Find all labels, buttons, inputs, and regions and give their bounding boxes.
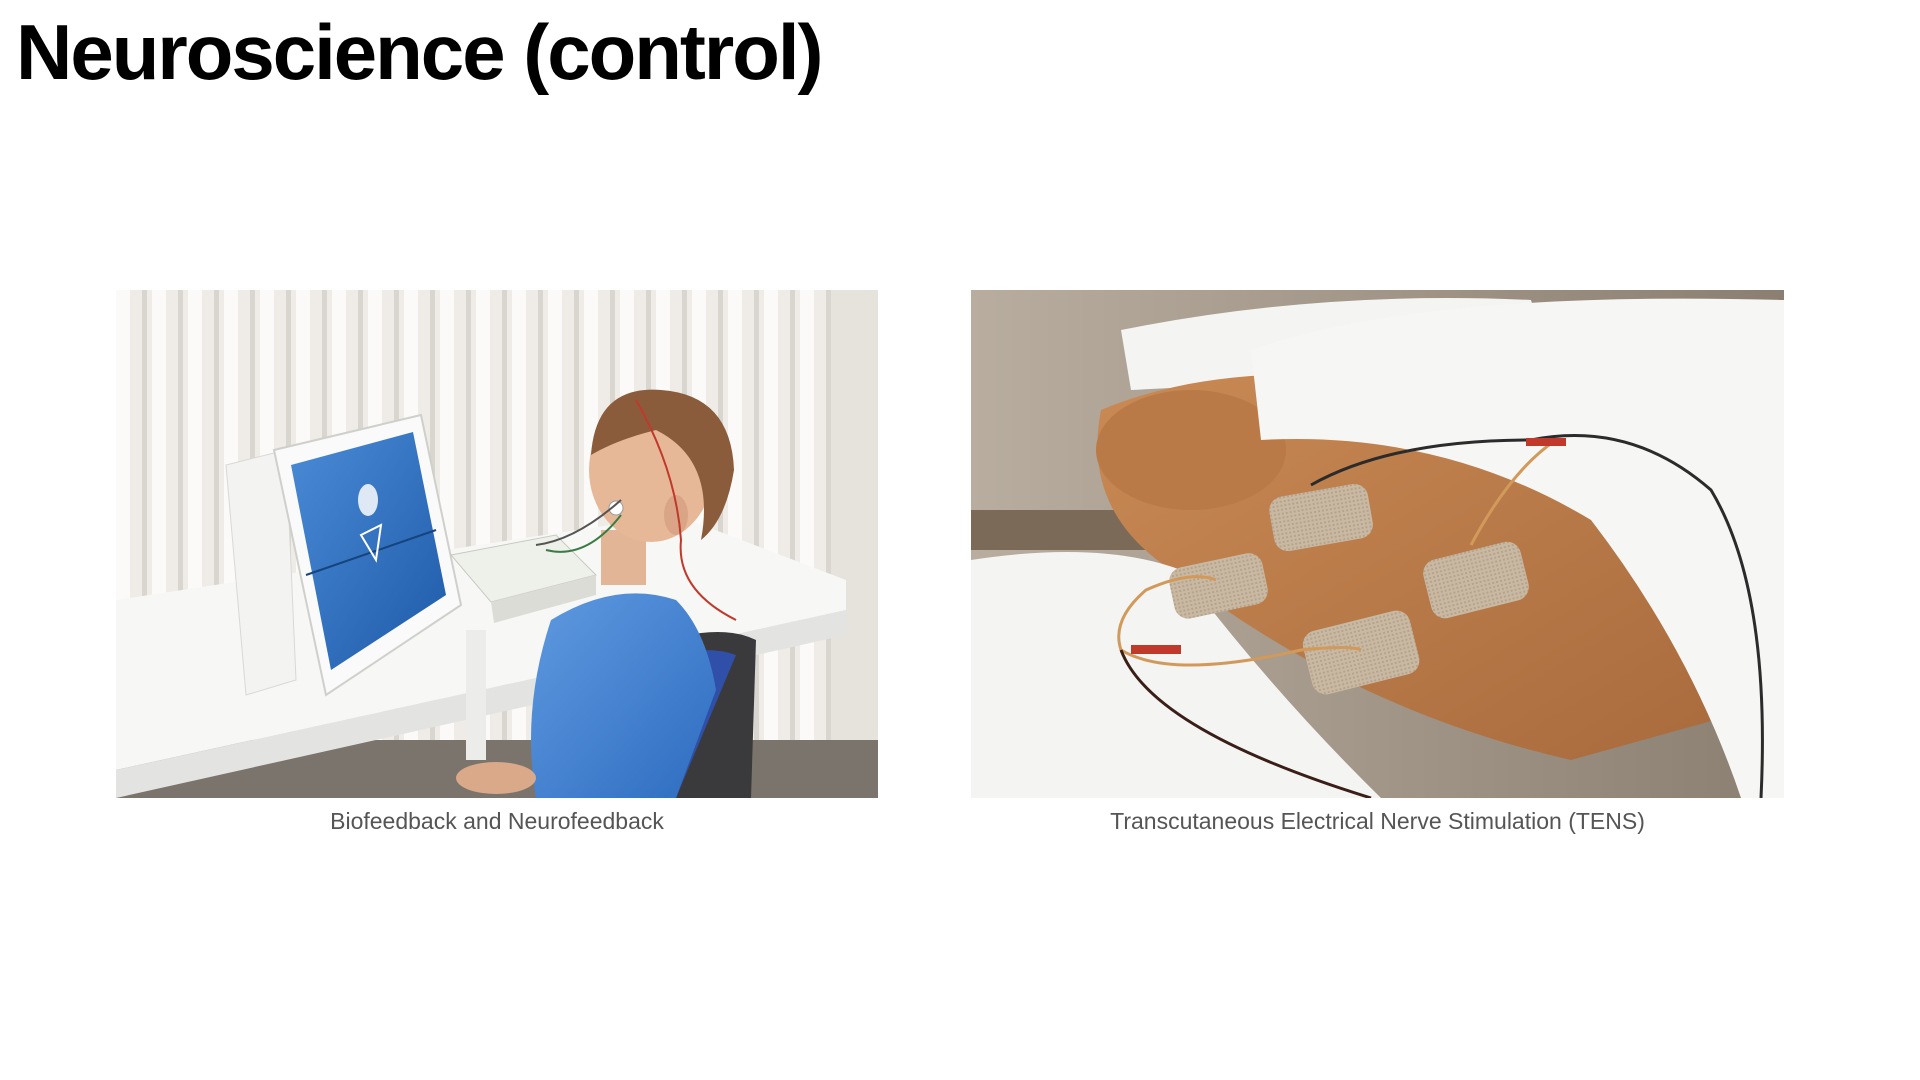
slide-title: Neuroscience (control) [16, 8, 824, 96]
figure-caption: Transcutaneous Electrical Nerve Stimulat… [1110, 808, 1645, 834]
figure-tens: Transcutaneous Electrical Nerve Stimulat… [971, 290, 1784, 835]
biofeedback-photo [116, 290, 878, 798]
tens-photo [971, 290, 1784, 798]
figure-caption: Biofeedback and Neurofeedback [330, 808, 664, 834]
figure-biofeedback: Biofeedback and Neurofeedback [116, 290, 878, 835]
